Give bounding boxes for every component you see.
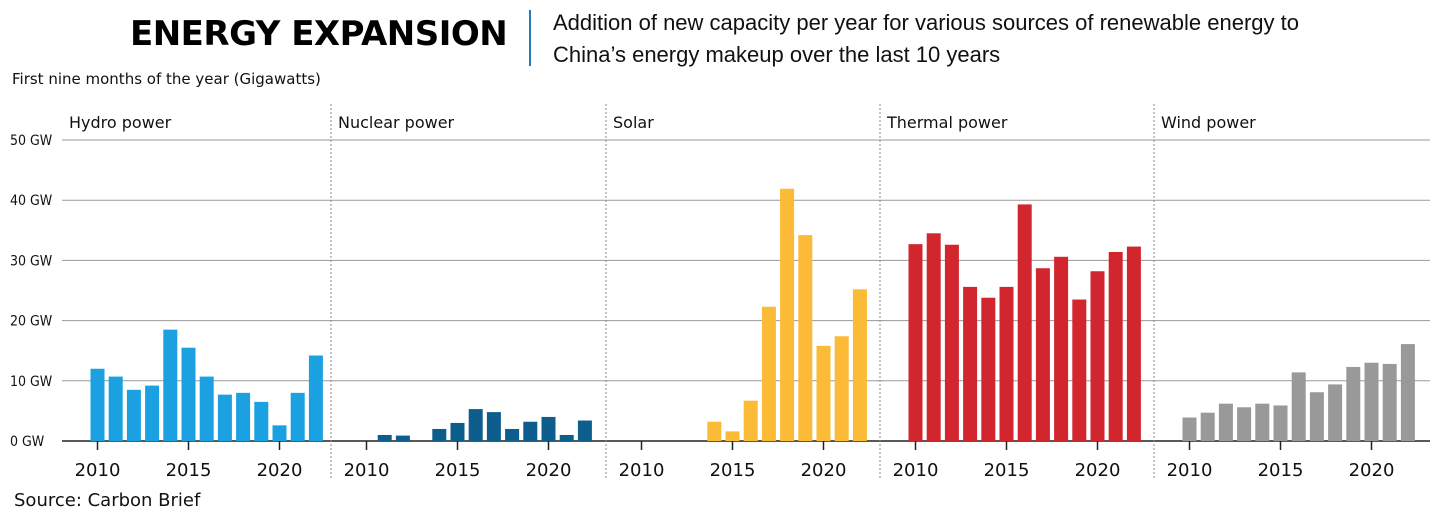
bar: [1255, 403, 1270, 441]
bar: [1328, 384, 1343, 441]
x-tick-label: 2020: [1075, 460, 1121, 481]
bar: [541, 416, 556, 441]
x-tick-label: 2015: [166, 460, 212, 481]
x-tick-label: 2010: [619, 460, 665, 481]
bar: [761, 306, 776, 441]
bar: [926, 233, 941, 441]
chart-title: ENERGY EXPANSION: [130, 14, 508, 54]
bar: [486, 412, 501, 441]
bar: [163, 329, 178, 441]
bar: [272, 425, 287, 441]
bar: [308, 355, 323, 441]
x-tick-label: 2015: [435, 460, 481, 481]
bar: [1309, 392, 1324, 441]
bar: [90, 368, 105, 441]
bar: [254, 401, 269, 441]
bar: [981, 297, 996, 441]
bar: [290, 392, 305, 441]
bar: [1054, 256, 1069, 441]
bar: [1072, 299, 1087, 441]
bar: [852, 289, 867, 441]
bar: [1400, 344, 1415, 441]
bar: [126, 389, 141, 441]
bar: [1035, 268, 1050, 441]
panel-label: Hydro power: [69, 113, 172, 132]
source-note: Source: Carbon Brief: [14, 490, 201, 511]
x-tick-label: 2010: [1167, 460, 1213, 481]
x-tick-label: 2015: [710, 460, 756, 481]
bar: [1291, 372, 1306, 441]
bar: [743, 400, 758, 441]
x-tick-label: 2010: [344, 460, 390, 481]
bar: [217, 394, 232, 441]
chart-subtitle: Addition of new capacity per year for va…: [553, 10, 1299, 67]
bar: [707, 421, 722, 441]
bar: [1237, 407, 1252, 441]
bar: [1382, 363, 1397, 441]
bar: [432, 428, 447, 441]
y-tick-label: 40 GW: [10, 193, 53, 209]
bar: [1218, 403, 1233, 441]
bar: [577, 420, 592, 441]
bar: [908, 244, 923, 441]
bar: [236, 392, 251, 441]
panel-label: Thermal power: [886, 113, 1008, 132]
bar: [1273, 405, 1288, 441]
y-tick-label: 20 GW: [10, 314, 53, 330]
bar: [725, 431, 740, 441]
x-tick-label: 2020: [257, 460, 303, 481]
x-tick-label: 2020: [526, 460, 572, 481]
bar: [1017, 204, 1032, 441]
bar: [1108, 251, 1123, 441]
bar: [1346, 366, 1361, 441]
bar: [963, 286, 978, 441]
bar: [1182, 417, 1197, 441]
title-divider: [529, 10, 531, 66]
bar: [1364, 362, 1379, 441]
x-tick-label: 2010: [893, 460, 939, 481]
bar: [145, 385, 160, 441]
x-tick-label: 2020: [801, 460, 847, 481]
bar: [505, 428, 520, 441]
y-tick-label: 30 GW: [10, 253, 53, 269]
bar: [181, 347, 196, 441]
bar: [1090, 271, 1105, 441]
x-tick-label: 2020: [1349, 460, 1395, 481]
bar: [1126, 246, 1141, 441]
x-tick-label: 2015: [1258, 460, 1304, 481]
bar: [450, 422, 465, 441]
bar: [377, 434, 392, 441]
panel-label: Wind power: [1161, 113, 1256, 132]
panel-label: Solar: [613, 113, 654, 132]
bar: [108, 376, 123, 441]
bar: [395, 435, 410, 441]
bar: [199, 376, 214, 441]
units-label: First nine months of the year (Gigawatts…: [12, 70, 321, 88]
x-tick-label: 2010: [75, 460, 121, 481]
bar: [468, 409, 483, 441]
bar: [816, 345, 831, 441]
y-tick-label: 0 GW: [10, 434, 45, 450]
bar: [834, 336, 849, 441]
y-tick-label: 50 GW: [10, 133, 53, 149]
panel-label: Nuclear power: [338, 113, 455, 132]
bar: [523, 421, 538, 441]
bar: [944, 244, 959, 441]
bar: [780, 188, 795, 441]
bar: [1200, 412, 1215, 441]
y-tick-label: 10 GW: [10, 374, 53, 390]
bar: [999, 286, 1014, 441]
x-tick-label: 2015: [984, 460, 1030, 481]
bar: [798, 235, 813, 441]
bar: [559, 434, 574, 441]
